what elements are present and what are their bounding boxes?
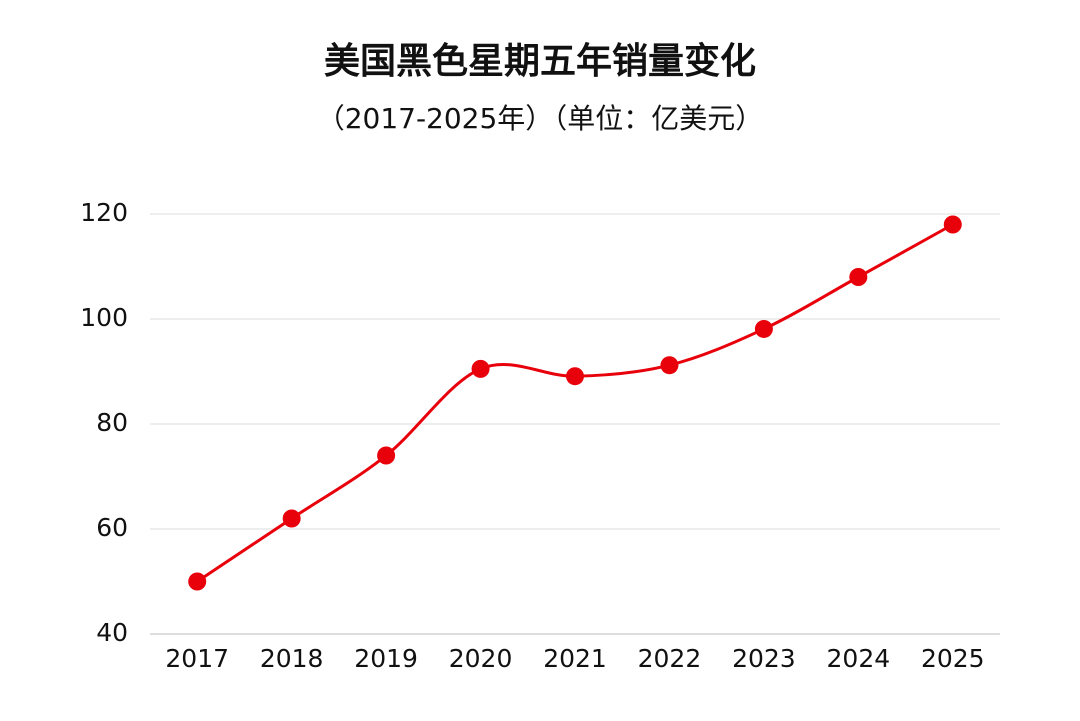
x-tick-label: 2024 [827,644,891,673]
chart-title: 美国黑色星期五年销量变化 [324,40,756,82]
point [660,356,679,375]
x-tick-label: 2023 [732,644,796,673]
point [566,367,584,386]
point [282,509,301,528]
line [196,223,954,583]
y-tick-label: 80 [96,408,128,437]
x-tick-label: 2020 [449,644,513,673]
x-tick-label: 2025 [921,644,985,673]
point [943,215,962,234]
point [849,268,868,286]
point [188,572,207,591]
point [471,359,490,378]
point [754,319,773,338]
x-tick-label: 2019 [354,644,418,673]
x-tick-label: 2017 [165,644,229,673]
x-tick-label: 2022 [638,644,702,673]
y-tick-label: 100 [80,303,128,332]
y-tick-label: 120 [80,198,128,227]
x-tick-label: 2021 [543,644,607,673]
x-tick-label: 2018 [260,644,324,673]
chart-subtitle: （2017-2025年）（单位：亿美元） [317,102,764,135]
y-tick-label: 40 [96,618,128,647]
point [377,446,396,465]
y-tick-label: 60 [96,513,128,542]
